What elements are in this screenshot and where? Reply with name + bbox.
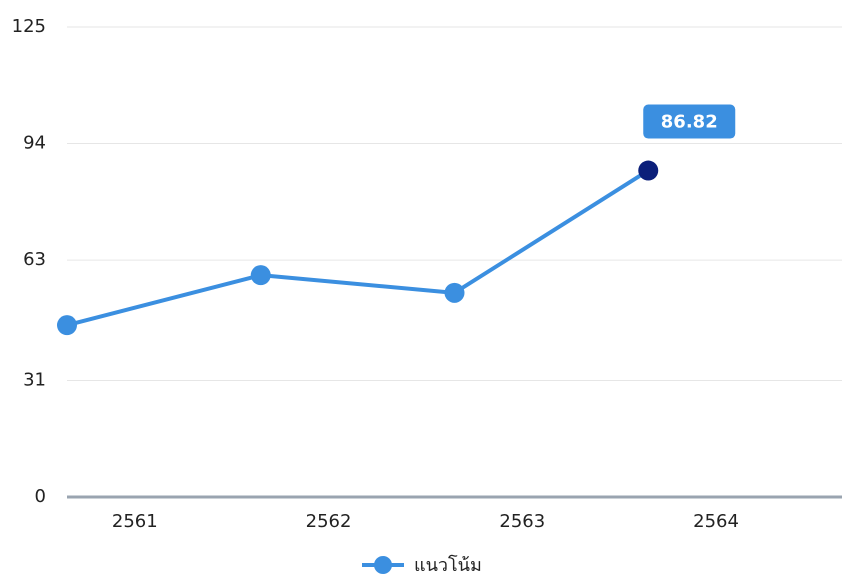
legend-label: แนวโน้ม [414, 554, 482, 576]
data-label: 86.82 [661, 112, 718, 133]
point [57, 315, 77, 336]
y-tick-label: 31 [23, 369, 46, 390]
y-tick-label: 94 [23, 133, 46, 154]
point [444, 282, 465, 303]
line [66, 168, 650, 328]
y-tick-label: 125 [12, 16, 46, 37]
y-tick-label: 0 [35, 486, 46, 507]
x-tick-label: 2563 [499, 511, 545, 532]
x-tick-label: 2564 [693, 511, 739, 532]
y-tick-label: 63 [23, 249, 46, 270]
data-label-bg [643, 104, 736, 139]
x-tick-label: 2562 [306, 511, 352, 532]
legend-marker [374, 556, 392, 574]
point [250, 265, 271, 286]
x-tick-label: 2561 [112, 511, 158, 532]
point [638, 160, 659, 181]
